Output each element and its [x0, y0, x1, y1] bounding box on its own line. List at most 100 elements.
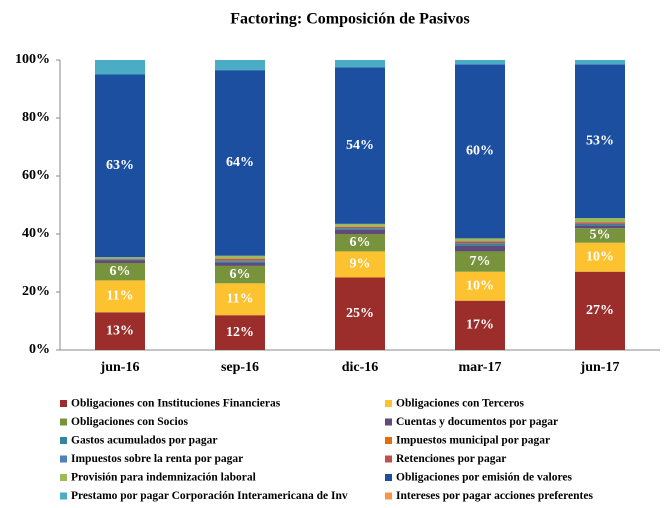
bar-segment: [335, 228, 385, 230]
legend-label: Obligaciones por emisión de valores: [396, 472, 572, 484]
bar-segment: [95, 258, 145, 260]
value-label: 53%: [586, 133, 614, 148]
bar-segment: [215, 258, 265, 261]
bar-segment: [335, 223, 385, 227]
bar-segment: [455, 271, 505, 301]
value-label: 25%: [346, 306, 374, 321]
bar-segment: [575, 271, 625, 350]
legend-swatch: [60, 455, 67, 463]
legend-swatch: [385, 455, 392, 463]
legend-label: Obligaciones con Terceros: [396, 398, 525, 410]
x-tick-label: jun-17: [580, 360, 620, 375]
legend-label: Obligaciones con Instituciones Financier…: [71, 398, 281, 410]
bar-segment: [95, 312, 145, 350]
value-label: 12%: [226, 325, 254, 340]
value-label: 10%: [586, 249, 614, 264]
legend-label: Cuentas y documentos por pagar: [396, 416, 558, 428]
bar-segment: [215, 60, 265, 71]
value-label: 6%: [350, 235, 371, 250]
legend-swatch: [385, 418, 392, 426]
legend-swatch: [60, 492, 67, 500]
bar-segment: [95, 257, 145, 259]
legend-label: Retenciones por pagar: [396, 453, 506, 465]
bar-segment: [215, 260, 265, 261]
bar-segment: [335, 67, 385, 224]
bar-segment: [215, 255, 265, 259]
legend-label: Intereses por pagar acciones preferentes: [396, 490, 593, 502]
bar-segment: [455, 245, 505, 252]
bar-segment: [215, 261, 265, 263]
value-label: 9%: [350, 257, 371, 272]
legend-label: Gastos acumulados por pagar: [71, 435, 217, 447]
value-label: 11%: [226, 291, 253, 306]
bar-segment: [575, 225, 625, 229]
value-label: 6%: [230, 267, 251, 282]
y-tick-label: 40%: [22, 226, 50, 241]
bar-segment: [95, 259, 145, 261]
legend-label: Obligaciones con Socios: [71, 416, 188, 428]
bar-segment: [335, 277, 385, 350]
bar-segment: [575, 228, 625, 243]
bar-segment: [575, 223, 625, 226]
chart-title: Factoring: Composición de Pasivos: [230, 11, 470, 28]
bar-segment: [335, 229, 385, 234]
legend-swatch: [385, 492, 392, 500]
bar-segment: [215, 70, 265, 256]
legend-swatch: [60, 400, 67, 407]
bar-segment: [95, 60, 145, 75]
value-label: 11%: [106, 289, 133, 304]
bar-segment: [575, 218, 625, 223]
bar-segment: [335, 60, 385, 68]
value-label: 17%: [466, 318, 494, 333]
bar-segment: [455, 241, 505, 244]
bar-segment: [215, 260, 265, 262]
bar-segment: [215, 283, 265, 316]
x-tick-label: dic-16: [342, 360, 379, 375]
value-label: 13%: [106, 323, 134, 338]
bar-segment: [335, 234, 385, 252]
legend-swatch: [385, 437, 392, 444]
y-tick-label: 60%: [22, 168, 50, 183]
value-label: 54%: [346, 138, 374, 153]
bar-segment: [455, 238, 505, 242]
value-label: 63%: [106, 158, 134, 173]
bar-segment: [455, 64, 505, 239]
value-label: 64%: [226, 155, 254, 170]
x-tick-label: sep-16: [221, 360, 259, 375]
bar-segment: [215, 315, 265, 350]
value-label: 5%: [590, 228, 611, 243]
y-tick-label: 80%: [22, 110, 50, 125]
bar-segment: [575, 60, 625, 65]
bar-segment: [335, 251, 385, 278]
bar-segment: [455, 60, 505, 65]
x-tick-label: jun-16: [100, 360, 140, 375]
y-tick-label: 0%: [29, 342, 50, 357]
bar-segment: [215, 263, 265, 266]
legend-swatch: [385, 400, 392, 407]
bar-segment: [455, 243, 505, 246]
bar-segment: [455, 251, 505, 272]
bar-segment: [575, 222, 625, 224]
bar-segment: [95, 263, 145, 281]
legend-label: Impuestos sobre la renta por pagar: [71, 453, 243, 465]
bar-segment: [95, 280, 145, 313]
legend-swatch: [60, 418, 67, 426]
legend-swatch: [60, 437, 67, 444]
value-label: 27%: [586, 303, 614, 318]
x-tick-label: mar-17: [458, 360, 501, 375]
bar-segment: [95, 74, 145, 258]
bar-segment: [335, 226, 385, 229]
bar-segment: [95, 260, 145, 263]
legend-label: Impuestos municipal por pagar: [396, 435, 550, 447]
bar-segment: [575, 64, 625, 219]
value-label: 10%: [466, 278, 494, 293]
value-label: 60%: [466, 144, 494, 159]
legend-label: Provisión para indemnización laboral: [71, 472, 256, 484]
value-label: 7%: [470, 254, 491, 269]
value-label: 6%: [110, 264, 131, 279]
y-tick-label: 100%: [15, 52, 50, 67]
legend-swatch: [60, 474, 67, 481]
y-tick-label: 20%: [22, 284, 50, 299]
legend-label: Prestamo por pagar Corporación Interamer…: [71, 490, 348, 502]
